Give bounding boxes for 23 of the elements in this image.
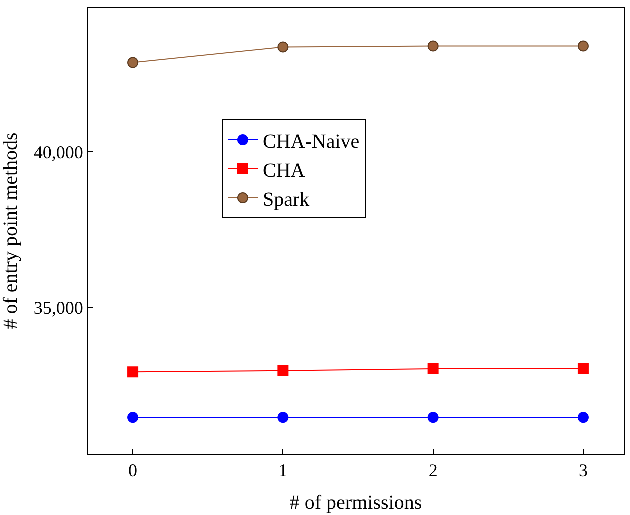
x-tick-label: 3	[578, 460, 588, 481]
y-tick-label: 35,000	[34, 298, 84, 318]
point	[428, 412, 439, 424]
y-tick-label: 40,000	[34, 142, 84, 162]
point	[278, 42, 289, 53]
point	[578, 364, 589, 375]
y-axis-title: # of entry point methods	[0, 132, 22, 330]
point	[578, 40, 589, 52]
point	[578, 412, 589, 424]
x-tick-label: 2	[428, 460, 438, 481]
point	[278, 365, 289, 376]
point	[128, 366, 139, 378]
point	[428, 40, 439, 52]
legend-label: CHA	[263, 160, 306, 182]
point	[128, 57, 139, 68]
point	[278, 412, 289, 424]
legend-label: CHA-Naive	[263, 130, 360, 153]
legend-label: Spark	[263, 188, 310, 211]
point	[128, 412, 139, 424]
x-tick-label: 1	[278, 460, 288, 481]
x-tick-label: 0	[128, 460, 138, 481]
x-axis-title: # of permissions	[290, 492, 422, 514]
point	[428, 364, 439, 375]
